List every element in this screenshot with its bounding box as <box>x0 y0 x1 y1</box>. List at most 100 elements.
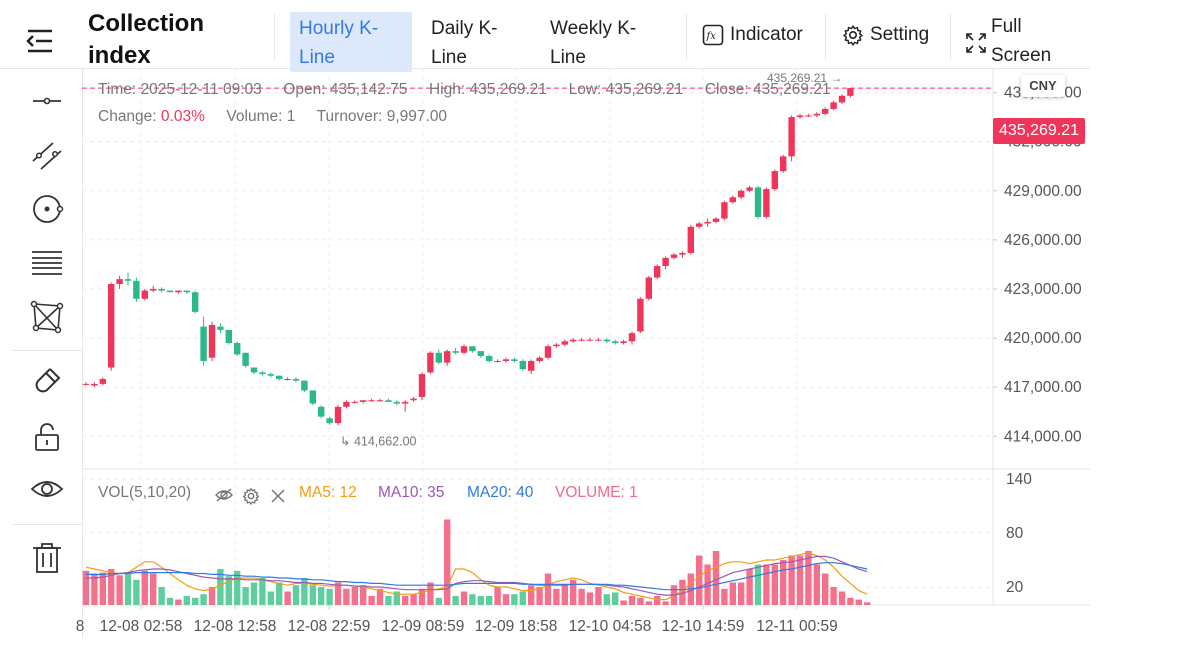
tab-weekly-kline[interactable]: Weekly K-Line <box>550 18 637 68</box>
x-tick-label: 12-11 00:59 <box>756 618 838 635</box>
candle-body <box>603 339 610 342</box>
tab-hourly-kline[interactable]: Hourly K-Line <box>290 12 412 72</box>
candle-body <box>234 342 241 355</box>
candle-body <box>536 357 543 361</box>
candle-body <box>175 290 182 293</box>
volume-bar <box>175 599 182 605</box>
horizontal-line-icon[interactable] <box>30 84 64 118</box>
volume-bar <box>494 587 501 605</box>
x-tick-label: 8 <box>76 618 85 635</box>
candle-body <box>82 383 90 385</box>
unlock-icon[interactable] <box>30 420 64 454</box>
volume-label: Volume: <box>226 108 283 125</box>
drawing-toolbar <box>12 68 83 638</box>
min-price-label: ↳ 414,662.00 <box>340 434 417 448</box>
time-value: 2025-12-11 09:03 <box>140 81 262 98</box>
volume-bar <box>402 596 409 605</box>
magnet-icon[interactable] <box>30 364 64 398</box>
setting-button[interactable]: Setting <box>842 24 929 46</box>
trend-line-icon[interactable] <box>30 138 64 172</box>
volume-bar <box>620 600 627 605</box>
volume-bar <box>721 588 728 605</box>
candle-body <box>410 398 417 401</box>
volume-bar <box>553 588 560 605</box>
volume-bar <box>519 591 526 605</box>
volume-bar <box>82 570 90 605</box>
volume-bar <box>91 573 98 605</box>
page-title: Collection index <box>88 10 205 69</box>
volume-bar <box>704 564 711 605</box>
candle-body <box>183 290 190 293</box>
parallel-lines-icon[interactable] <box>30 246 64 280</box>
gear-icon[interactable] <box>242 487 260 505</box>
volume-bar <box>435 597 442 605</box>
trash-icon[interactable] <box>30 540 64 574</box>
indicator-button[interactable]: fx Indicator <box>702 24 803 46</box>
candle-body <box>586 339 594 341</box>
candle-body <box>544 346 552 358</box>
volume-bar <box>469 594 476 605</box>
ohlc-info-row1: Time: 2025-12-11 09:03 Open: 435,142.75 … <box>98 81 831 99</box>
y-tick-label: 414,000.00 <box>1004 428 1082 445</box>
volume-bar <box>486 596 493 605</box>
eye-off-icon[interactable] <box>214 487 234 503</box>
candle-body <box>847 88 854 96</box>
close-value: 435,269.21 <box>753 81 831 98</box>
volume-value: 1 <box>286 108 296 125</box>
volume-bar <box>679 579 686 605</box>
volume-bar <box>477 596 484 605</box>
volume-bar <box>124 573 132 605</box>
candle-body <box>150 288 157 291</box>
candle-body <box>746 187 753 191</box>
collapse-menu-icon[interactable] <box>24 26 56 56</box>
volume-bar <box>343 588 350 605</box>
volume-bar <box>662 601 669 605</box>
candle-body <box>166 290 174 293</box>
volume-bar <box>234 570 241 605</box>
candle-body <box>360 400 367 402</box>
polygon-icon[interactable] <box>30 300 64 334</box>
candle-body <box>351 401 358 403</box>
ma10-line <box>86 555 868 596</box>
grid <box>82 68 1090 606</box>
divider <box>686 14 687 60</box>
volume-bar <box>376 588 384 605</box>
volume-bar <box>301 578 308 605</box>
candle-body <box>326 418 333 424</box>
volume-bar <box>561 585 568 605</box>
candle-body <box>116 279 123 285</box>
volume-bar <box>326 588 333 605</box>
volume-bar <box>99 572 106 605</box>
candle-body <box>561 341 568 345</box>
candle-body <box>318 406 325 417</box>
y-tick-label: 423,000.00 <box>1004 281 1082 298</box>
candle-body <box>645 277 652 299</box>
volume-bar <box>637 597 644 605</box>
tab-daily-kline[interactable]: Daily K-Line <box>431 18 498 68</box>
current-price-tag: 435,269.21 <box>993 118 1085 144</box>
candle-body <box>830 102 837 109</box>
volume-bar <box>108 569 115 605</box>
y-tick-label: 417,000.00 <box>1004 379 1082 396</box>
candle-body <box>754 187 762 217</box>
currency-badge[interactable]: CNY <box>1021 75 1065 97</box>
candle-body <box>250 367 258 373</box>
eye-icon[interactable] <box>30 472 64 506</box>
candle-body <box>771 171 778 190</box>
candle-body <box>780 156 787 172</box>
candle-body <box>519 360 526 370</box>
close-icon[interactable] <box>270 488 286 504</box>
svg-text:fx: fx <box>706 31 717 42</box>
ma10-legend: MA10: 35 <box>378 484 445 501</box>
volume-bar <box>528 585 535 605</box>
volume-bar <box>864 602 871 605</box>
ma20-legend: MA20: 40 <box>467 484 534 501</box>
candle-body <box>292 378 300 381</box>
volume-bar <box>578 588 585 605</box>
volume-bar <box>225 576 232 605</box>
candle-body <box>444 351 451 363</box>
turnover-value: 9,997.00 <box>386 108 448 125</box>
circle-icon[interactable] <box>30 192 64 226</box>
divider <box>12 350 82 351</box>
